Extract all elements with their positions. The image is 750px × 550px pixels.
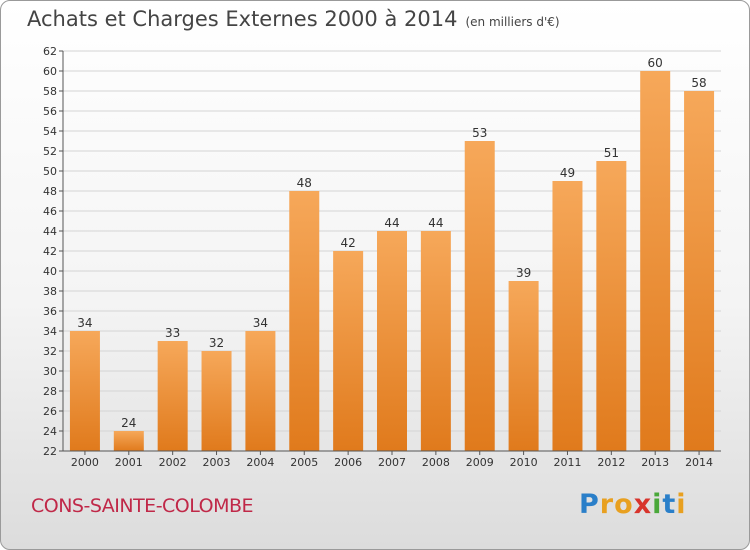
y-tick-label: 46 <box>43 205 57 218</box>
x-tick-label: 2003 <box>203 456 231 469</box>
bar <box>69 331 100 451</box>
y-tick-label: 48 <box>43 185 57 198</box>
x-tick-label: 2009 <box>466 456 494 469</box>
y-tick-label: 44 <box>43 225 57 238</box>
logo-letter: i <box>652 489 663 520</box>
proxiti-logo: Proxiti <box>579 489 687 520</box>
bar <box>157 341 188 451</box>
chart-title: Achats et Charges Externes 2000 à 2014 (e… <box>27 7 560 31</box>
y-tick-label: 34 <box>43 325 57 338</box>
bar <box>596 161 627 451</box>
y-tick-label: 60 <box>43 65 57 78</box>
y-tick-label: 24 <box>43 425 57 438</box>
y-tick-label: 62 <box>43 45 57 58</box>
y-tick-label: 26 <box>43 405 57 418</box>
commune-name: CONS-SAINTE-COLOMBE <box>31 495 254 517</box>
y-tick-label: 36 <box>43 305 57 318</box>
y-tick-label: 28 <box>43 385 57 398</box>
x-tick-label: 2008 <box>422 456 450 469</box>
y-tick-label: 30 <box>43 365 57 378</box>
y-tick-labels: 22 24 26 28 30 32 34 36 38 40 42 44 46 48 50 52 54 56 58 60… <box>43 45 57 458</box>
y-tick-label: 56 <box>43 105 57 118</box>
bar <box>552 181 583 451</box>
x-tick-label: 2001 <box>115 456 143 469</box>
value-labels: 34 24 33 32 34 48 42 44 44 53 39 49 51 60 58 <box>77 56 706 430</box>
logo-letter: r <box>599 489 615 520</box>
bar-value-label: 58 <box>691 76 706 90</box>
bar <box>464 141 495 451</box>
bar-value-label: 49 <box>560 166 575 180</box>
bar <box>289 191 320 451</box>
bar <box>640 71 671 451</box>
x-tick-label: 2004 <box>246 456 274 469</box>
logo-letter: t <box>662 489 677 520</box>
bar-value-label: 60 <box>648 56 663 70</box>
x-tick-label: 2012 <box>597 456 625 469</box>
x-tick-label: 2006 <box>334 456 362 469</box>
bar <box>420 231 451 451</box>
unit-note: (en milliers d'€) <box>465 15 560 29</box>
logo-letter: x <box>633 489 653 520</box>
bar <box>684 91 715 451</box>
y-tick-label: 52 <box>43 145 57 158</box>
bar <box>113 431 144 451</box>
logo-letter: o <box>614 489 634 520</box>
bar <box>377 231 407 451</box>
y-tick-label: 32 <box>43 345 57 358</box>
bar-value-label: 51 <box>604 146 619 160</box>
bar-value-label: 34 <box>253 316 268 330</box>
x-tick-label: 2014 <box>685 456 713 469</box>
y-tick-label: 54 <box>43 125 57 138</box>
x-tick-labels: 2000 2001 2002 2003 2004 2005 2006 2007 2008 2009… <box>71 456 713 469</box>
bar-value-label: 24 <box>121 416 136 430</box>
y-tick-label: 22 <box>43 445 57 458</box>
bar <box>245 331 276 451</box>
x-tick-label: 2010 <box>510 456 538 469</box>
bar <box>201 351 232 451</box>
x-tick-label: 2013 <box>641 456 669 469</box>
y-tick-label: 50 <box>43 165 57 178</box>
bar-value-label: 33 <box>165 326 180 340</box>
bar-value-label: 44 <box>384 216 399 230</box>
axes <box>62 51 721 455</box>
bar-value-label: 53 <box>472 126 487 140</box>
bar-value-label: 32 <box>209 336 224 350</box>
x-tick-label: 2011 <box>553 456 581 469</box>
y-tick-label: 42 <box>43 245 57 258</box>
bar-value-label: 39 <box>516 266 531 280</box>
bar-value-label: 34 <box>77 316 92 330</box>
bar <box>333 251 364 451</box>
logo-letter: i <box>676 489 687 520</box>
y-tick-label: 40 <box>43 265 57 278</box>
bar-value-label: 42 <box>340 236 355 250</box>
bars <box>69 71 715 451</box>
bar-value-label: 48 <box>297 176 312 190</box>
bar-value-label: 44 <box>428 216 443 230</box>
chart-title-text: Achats et Charges Externes 2000 à 2014 <box>27 7 458 31</box>
logo-letter: P <box>579 489 600 520</box>
y-tick-label: 58 <box>43 85 57 98</box>
bar <box>508 281 539 451</box>
x-tick-label: 2002 <box>159 456 187 469</box>
x-tick-label: 2005 <box>290 456 318 469</box>
y-tick-label: 38 <box>43 285 57 298</box>
x-tick-label: 2000 <box>71 456 99 469</box>
x-tick-label: 2007 <box>378 456 406 469</box>
